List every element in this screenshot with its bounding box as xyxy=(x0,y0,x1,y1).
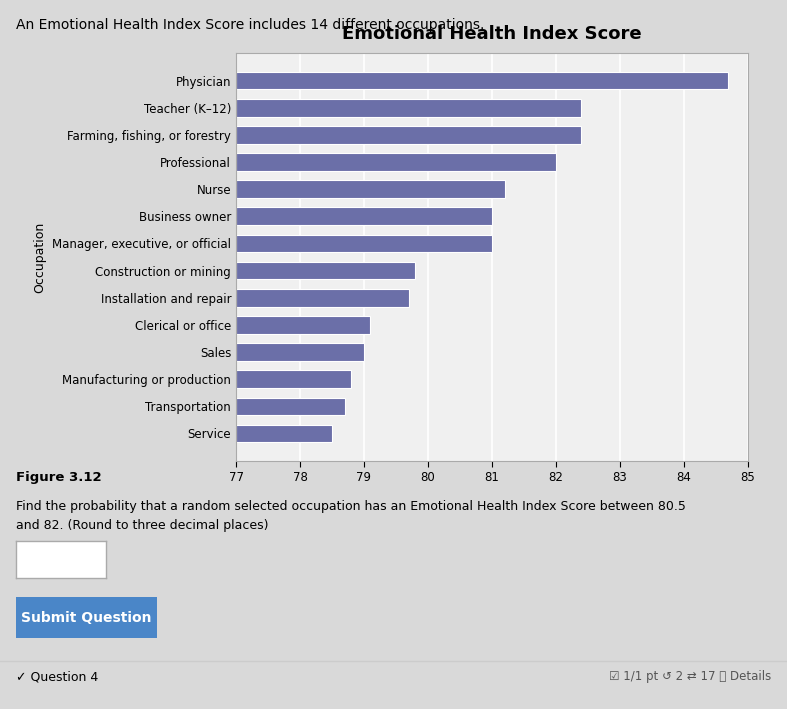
Bar xyxy=(236,208,492,225)
Text: Find the probability that a random selected occupation has an Emotional Health I: Find the probability that a random selec… xyxy=(16,500,685,513)
Bar xyxy=(236,370,351,388)
Bar xyxy=(236,126,582,144)
Bar xyxy=(236,343,364,361)
Bar xyxy=(236,398,345,415)
Bar xyxy=(236,425,332,442)
Bar xyxy=(236,72,729,89)
Bar xyxy=(236,316,371,334)
Text: and 82. (Round to three decimal places): and 82. (Round to three decimal places) xyxy=(16,519,268,532)
Title: Emotional Health Index Score: Emotional Health Index Score xyxy=(342,26,641,43)
Text: Figure 3.12: Figure 3.12 xyxy=(16,471,102,484)
Text: An Emotional Health Index Score includes 14 different occupations.: An Emotional Health Index Score includes… xyxy=(16,18,484,32)
Text: ✓ Question 4: ✓ Question 4 xyxy=(16,670,98,683)
Bar xyxy=(236,235,492,252)
Text: ☑ 1/1 pt ↺ 2 ⇄ 17 ⓘ Details: ☑ 1/1 pt ↺ 2 ⇄ 17 ⓘ Details xyxy=(609,670,771,683)
Y-axis label: Occupation: Occupation xyxy=(34,221,46,293)
Bar xyxy=(236,153,556,171)
Text: Submit Question: Submit Question xyxy=(21,610,152,625)
Bar xyxy=(236,180,504,198)
Bar xyxy=(236,99,582,116)
Bar xyxy=(236,262,416,279)
Bar xyxy=(236,289,408,306)
